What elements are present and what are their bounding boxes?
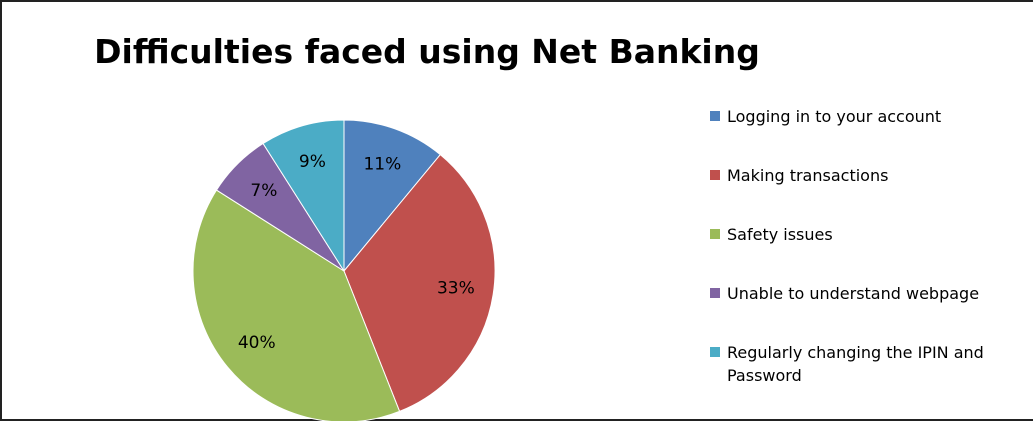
legend-label: Regularly changing the IPIN and Password bbox=[727, 343, 984, 385]
legend-swatch bbox=[710, 288, 720, 298]
legend-item: Logging in to your account bbox=[710, 105, 1033, 128]
legend-swatch bbox=[710, 229, 720, 239]
legend-swatch bbox=[710, 111, 720, 121]
legend-item: Unable to understand webpage bbox=[710, 282, 1033, 305]
slice-data-label: 40% bbox=[238, 333, 276, 353]
pie-slice-40 bbox=[192, 189, 401, 421]
legend-label: Logging in to your account bbox=[727, 107, 942, 126]
slice-data-label: 11% bbox=[363, 154, 401, 174]
legend-item: Regularly changing the IPIN and Password bbox=[710, 341, 1033, 387]
slice-data-label: 7% bbox=[250, 181, 277, 201]
pie-slice-11 bbox=[343, 119, 441, 273]
legend-label: Safety issues bbox=[727, 225, 833, 244]
pie-slice-9 bbox=[262, 119, 345, 273]
pie-chart: 11% 33% 40% 7% 9% bbox=[192, 119, 496, 421]
slice-data-label: 9% bbox=[299, 152, 326, 172]
legend-swatch bbox=[710, 347, 720, 357]
legend-item: Making transactions bbox=[710, 164, 1033, 187]
legend-swatch bbox=[710, 170, 720, 180]
legend-label: Unable to understand webpage bbox=[727, 284, 980, 303]
chart-title: Difficulties faced using Net Banking bbox=[94, 32, 760, 71]
legend-label: Making transactions bbox=[727, 166, 889, 185]
slice-data-label: 33% bbox=[437, 279, 475, 299]
legend-item: Safety issues bbox=[710, 223, 1033, 246]
pie-slice-33 bbox=[343, 153, 496, 413]
